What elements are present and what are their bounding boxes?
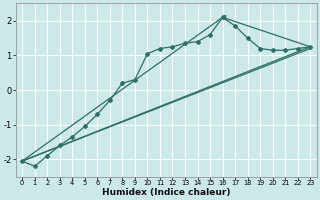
- X-axis label: Humidex (Indice chaleur): Humidex (Indice chaleur): [102, 188, 230, 197]
